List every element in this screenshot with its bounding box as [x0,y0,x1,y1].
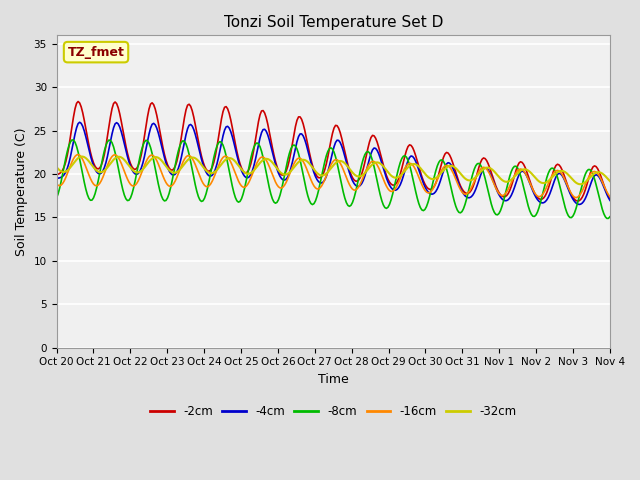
-32cm [79,154,86,159]
-32cm [237,167,245,172]
-16cm [247,175,255,181]
-2cm [52,172,60,178]
-16cm [572,195,580,201]
-4cm [237,168,245,173]
-16cm [52,181,60,187]
-32cm [219,159,227,165]
-4cm [247,172,255,178]
-2cm [573,198,581,204]
-8cm [122,196,130,202]
-4cm [575,202,583,207]
Y-axis label: Soil Temperature (C): Soil Temperature (C) [15,127,28,256]
-8cm [247,156,255,161]
-32cm [122,159,130,165]
Line: -16cm: -16cm [56,155,610,198]
-2cm [122,143,130,149]
-4cm [296,131,304,137]
-4cm [606,198,614,204]
-16cm [74,152,82,157]
-4cm [219,133,227,139]
-2cm [296,114,304,120]
-2cm [74,98,82,104]
-8cm [219,142,227,148]
-8cm [68,137,76,143]
X-axis label: Time: Time [318,373,349,386]
-2cm [237,165,245,171]
-8cm [52,195,60,201]
-16cm [579,188,586,194]
-4cm [52,175,60,181]
-32cm [247,170,255,176]
-32cm [52,164,60,170]
-16cm [122,172,130,178]
Text: TZ_fmet: TZ_fmet [68,46,124,59]
-32cm [579,181,586,187]
-8cm [296,157,304,163]
Line: -8cm: -8cm [56,140,610,218]
-32cm [577,181,584,187]
-2cm [579,194,586,200]
-2cm [219,108,227,114]
Title: Tonzi Soil Temperature Set D: Tonzi Soil Temperature Set D [223,15,443,30]
-4cm [579,200,586,206]
Line: -4cm: -4cm [56,122,610,204]
-16cm [219,155,227,160]
-2cm [247,161,255,167]
-32cm [606,178,614,184]
-2cm [606,196,614,202]
Line: -32cm: -32cm [56,156,610,184]
-8cm [577,188,584,193]
-4cm [122,147,130,153]
-16cm [606,194,614,200]
Legend: -2cm, -4cm, -8cm, -16cm, -32cm: -2cm, -4cm, -8cm, -16cm, -32cm [145,400,521,423]
-8cm [237,196,245,202]
-32cm [296,158,304,164]
-8cm [603,216,611,221]
-16cm [237,183,245,189]
-4cm [76,120,83,125]
-8cm [606,214,614,219]
Line: -2cm: -2cm [56,101,610,201]
-16cm [296,156,304,161]
